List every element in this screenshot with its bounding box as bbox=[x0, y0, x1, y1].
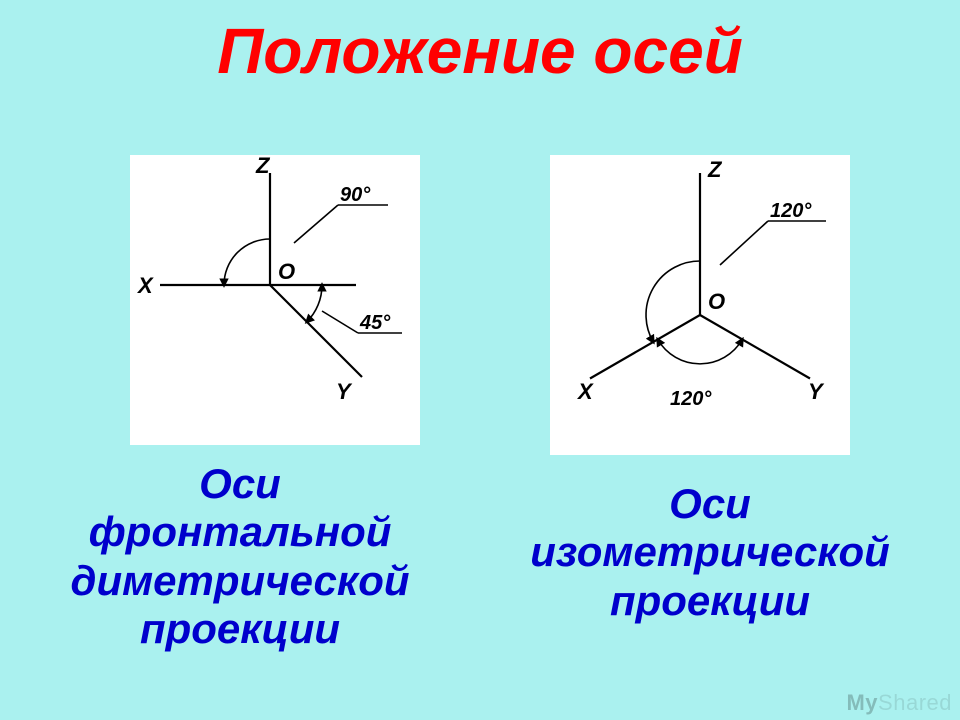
angle-bottom-label: 120° bbox=[670, 388, 712, 410]
leader-45 bbox=[322, 311, 358, 333]
y-label: Y bbox=[336, 379, 353, 404]
angle-90-label: 90° bbox=[340, 184, 371, 206]
o-label: O bbox=[278, 259, 295, 284]
leader-90 bbox=[294, 205, 338, 243]
angle-top-label: 120° bbox=[770, 200, 812, 222]
leader-top bbox=[720, 221, 768, 265]
isometric-diagram-panel: 120° 120° Z X Y O bbox=[550, 155, 850, 455]
z-label: Z bbox=[255, 155, 271, 178]
watermark-a: My bbox=[846, 690, 878, 715]
arc-45 bbox=[307, 285, 322, 322]
o-label: O bbox=[708, 289, 725, 314]
y-axis bbox=[700, 315, 810, 379]
arc-90 bbox=[224, 239, 270, 285]
arc-bottom-120 bbox=[658, 339, 743, 363]
angle-45-label: 45° bbox=[359, 312, 391, 334]
y-axis bbox=[270, 285, 362, 377]
dimetric-diagram-panel: 90° 45° Z X Y O bbox=[130, 155, 420, 445]
x-axis bbox=[590, 315, 700, 379]
z-label: Z bbox=[707, 157, 723, 182]
slide-title: Положение осей bbox=[0, 18, 960, 85]
watermark: MyShared bbox=[846, 690, 952, 716]
x-label: X bbox=[136, 273, 154, 298]
x-label: X bbox=[576, 379, 594, 404]
dimetric-caption: Осифронтальнойдиметрическойпроекции bbox=[20, 460, 460, 653]
slide: Положение осей 90° bbox=[0, 0, 960, 720]
watermark-b: Shared bbox=[878, 690, 952, 715]
dimetric-diagram-svg: 90° 45° Z X Y O bbox=[130, 155, 420, 445]
y-label: Y bbox=[808, 379, 825, 404]
isometric-diagram-svg: 120° 120° Z X Y O bbox=[550, 155, 850, 455]
isometric-caption: Осиизометрическойпроекции bbox=[490, 480, 930, 625]
